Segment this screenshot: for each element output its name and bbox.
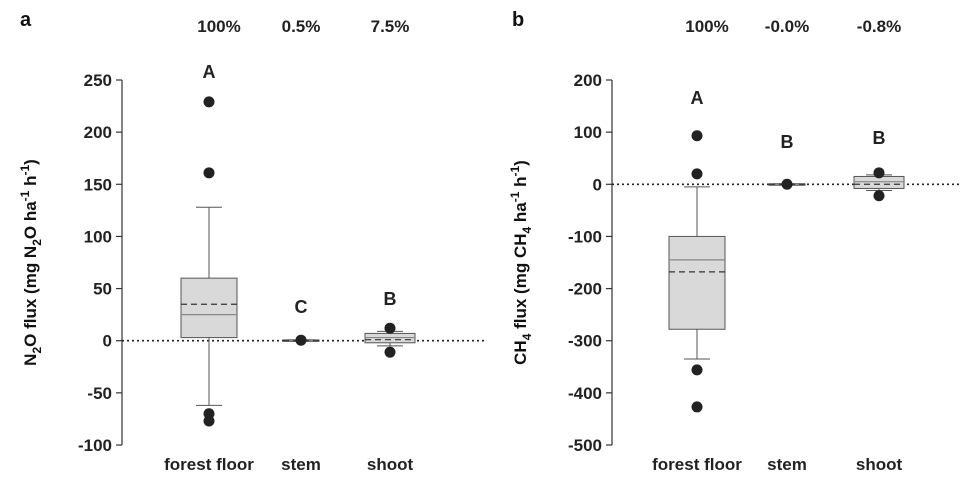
- x-category-label: shoot: [856, 455, 903, 474]
- x-category-label: shoot: [367, 455, 414, 474]
- y-axis-label-part: ): [511, 160, 530, 166]
- significance-letter: A: [203, 62, 216, 82]
- box-shoot: [853, 167, 905, 202]
- panel-letter: b: [512, 9, 524, 31]
- iqr-box: [180, 277, 238, 339]
- y-tick-label: -100: [568, 227, 602, 246]
- significance-letter: B: [781, 132, 794, 152]
- percentage-label: 0.5%: [282, 17, 321, 36]
- box-shoot: [364, 322, 416, 358]
- outlier-point: [691, 401, 703, 413]
- percentage-label: 100%: [197, 17, 240, 36]
- iqr-box: [668, 235, 726, 330]
- y-tick-label: 0: [593, 175, 602, 194]
- y-tick-label: -500: [568, 436, 602, 455]
- y-tick-label: 250: [84, 71, 112, 90]
- outlier-point: [203, 96, 215, 108]
- outlier-point: [691, 168, 703, 180]
- significance-letter: B: [873, 128, 886, 148]
- y-axis-label-part: O ha: [21, 201, 40, 239]
- percentage-label: 100%: [685, 17, 728, 36]
- outlier-point: [295, 334, 307, 346]
- box-stem: [768, 178, 806, 190]
- y-axis-label-part: h: [21, 176, 40, 191]
- percentage-label: 7.5%: [371, 17, 410, 36]
- y-tick-label: 200: [84, 123, 112, 142]
- significance-letter: C: [295, 297, 308, 317]
- y-axis-label: CH4 flux (mg CH4 ha-1 h-1): [508, 160, 534, 365]
- outlier-point: [203, 415, 215, 427]
- x-category-label: forest floor: [652, 455, 742, 474]
- x-category-label: stem: [767, 455, 807, 474]
- y-axis-label-part: 4: [520, 333, 534, 340]
- y-axis-label-part: h: [511, 176, 530, 191]
- y-axis-label-part: ha: [511, 202, 530, 227]
- y-tick-label: -300: [568, 332, 602, 351]
- panel-letter: a: [20, 9, 32, 31]
- y-tick-label: 200: [574, 71, 602, 90]
- box-forest-floor: [668, 130, 726, 413]
- y-tick-label: 0: [103, 332, 112, 351]
- y-tick-label: 100: [574, 123, 602, 142]
- y-axis-label-part: -1: [18, 165, 32, 176]
- outlier-point: [873, 167, 885, 179]
- outlier-point: [203, 167, 215, 179]
- outlier-point: [384, 322, 396, 334]
- outlier-point: [384, 346, 396, 358]
- y-axis-label: N2O flux (mg N2O ha-1 h-1): [18, 159, 44, 366]
- y-axis-label-part: N: [21, 354, 40, 366]
- box-stem: [282, 334, 320, 346]
- outlier-point: [873, 190, 885, 202]
- significance-letter: A: [691, 88, 704, 108]
- x-category-label: stem: [281, 455, 321, 474]
- y-axis-label-part: ): [21, 159, 40, 165]
- percentage-label: -0.8%: [857, 17, 901, 36]
- y-tick-label: -400: [568, 384, 602, 403]
- y-axis-label-part: O flux (mg N: [21, 246, 40, 347]
- outlier-point: [691, 130, 703, 142]
- percentage-label: -0.0%: [765, 17, 809, 36]
- y-tick-label: -50: [87, 384, 112, 403]
- significance-letter: B: [384, 289, 397, 309]
- y-axis-label-part: 2: [30, 239, 44, 246]
- y-tick-label: 100: [84, 227, 112, 246]
- y-axis-label-part: 2: [30, 347, 44, 354]
- y-tick-label: 150: [84, 175, 112, 194]
- outlier-point: [781, 178, 793, 190]
- outlier-point: [691, 364, 703, 376]
- y-axis-label-part: 4: [520, 227, 534, 234]
- y-axis-label-part: -1: [508, 165, 522, 176]
- y-axis-label-part: flux (mg CH: [511, 234, 530, 334]
- y-tick-label: 50: [93, 280, 112, 299]
- y-tick-label: -100: [78, 436, 112, 455]
- y-tick-label: -200: [568, 280, 602, 299]
- box-forest-floor: [180, 96, 238, 427]
- y-axis-label-part: CH: [511, 340, 530, 365]
- x-category-label: forest floor: [164, 455, 254, 474]
- y-axis-label-part: -1: [508, 191, 522, 202]
- y-axis-label-part: -1: [18, 190, 32, 201]
